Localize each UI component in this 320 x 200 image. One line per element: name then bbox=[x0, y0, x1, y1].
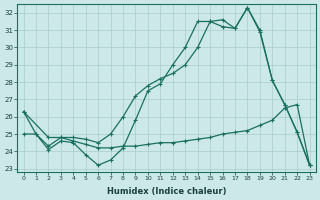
X-axis label: Humidex (Indice chaleur): Humidex (Indice chaleur) bbox=[107, 187, 226, 196]
